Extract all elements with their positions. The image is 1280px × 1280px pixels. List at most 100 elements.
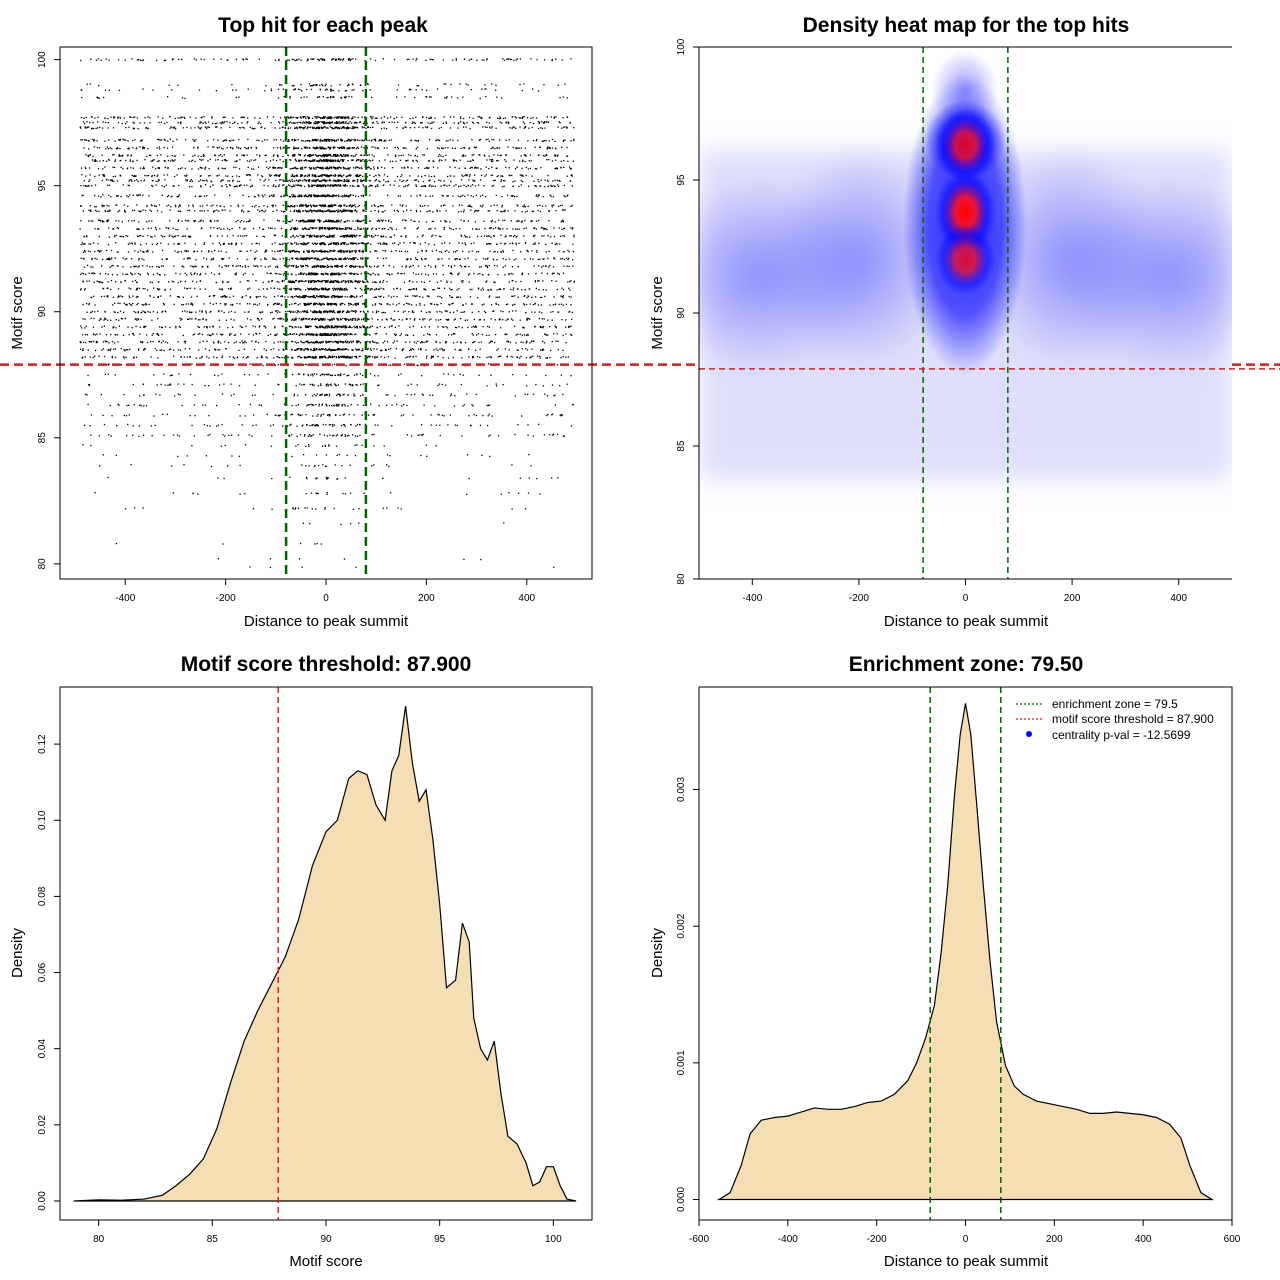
scatter-point [80, 205, 82, 208]
scatter-point [565, 257, 568, 259]
scatter-point [413, 220, 415, 223]
scatter-point [162, 117, 164, 119]
scatter-point [543, 227, 545, 230]
scatter-point [430, 127, 433, 130]
scatter-point [398, 185, 400, 187]
scatter-point [212, 184, 214, 186]
scatter-point [383, 174, 386, 176]
scatter-point [326, 220, 328, 223]
scatter-point [212, 210, 215, 212]
scatter-point [436, 209, 438, 211]
scatter-point [349, 204, 351, 207]
scatter-point [405, 209, 408, 211]
scatter-point [348, 58, 350, 60]
scatter-point [346, 180, 349, 183]
scatter-point [305, 122, 308, 124]
scatter-point [530, 58, 532, 60]
scatter-point [200, 159, 203, 161]
scatter-point [384, 139, 386, 142]
scatter-point [431, 250, 433, 252]
scatter-point [311, 184, 313, 186]
scatter-point [171, 159, 173, 161]
scatter-point [364, 116, 366, 118]
scatter-point [147, 234, 149, 237]
scatter-point [291, 243, 293, 245]
scatter-point [438, 235, 441, 237]
scatter-point [201, 167, 203, 169]
scatter-point [428, 96, 431, 98]
scatter-point [316, 195, 318, 197]
scatter-point [238, 175, 240, 178]
scatter-point [432, 234, 434, 236]
scatter-point [335, 266, 337, 268]
scatter-point [512, 243, 514, 245]
scatter-point [200, 155, 202, 158]
scatter-point [280, 227, 283, 230]
scatter-point [304, 209, 307, 212]
scatter-point [229, 180, 231, 182]
scatter-point [434, 265, 437, 267]
scatter-point [335, 59, 337, 61]
scatter-point [318, 228, 321, 230]
scatter-point [570, 205, 572, 208]
scatter-point [323, 221, 325, 223]
scatter-point [312, 159, 314, 161]
scatter-point [252, 128, 255, 130]
scatter-point [337, 242, 340, 244]
scatter-point [119, 117, 121, 119]
scatter-point [327, 96, 329, 99]
scatter-point [416, 228, 418, 230]
scatter-point [445, 220, 448, 223]
scatter-point [432, 195, 434, 197]
scatter-point [469, 236, 471, 238]
scatter-point [341, 235, 343, 237]
scatter-point [107, 122, 109, 124]
scatter-point [225, 184, 227, 186]
scatter-point [177, 220, 180, 222]
scatter-point [108, 159, 110, 161]
scatter-point [324, 243, 327, 246]
scatter-point [293, 194, 295, 196]
scatter-point [346, 220, 348, 222]
scatter-point [328, 154, 330, 156]
scatter-point [169, 127, 171, 129]
scatter-point [365, 127, 367, 130]
scatter-point [360, 194, 362, 197]
scatter-point [563, 166, 565, 169]
scatter-point [429, 195, 431, 197]
scatter-point [408, 184, 410, 186]
scatter-point [201, 210, 203, 212]
scatter-point [512, 185, 514, 188]
scatter-point [107, 258, 109, 261]
scatter-point [471, 184, 474, 186]
scatter-point [207, 175, 210, 177]
scatter-point [516, 58, 519, 60]
scatter-point [327, 139, 330, 142]
scatter-point [315, 195, 317, 197]
scatter-point [371, 122, 374, 124]
scatter-point [484, 258, 487, 260]
scatter-point [339, 258, 341, 260]
scatter-point [302, 210, 304, 212]
scatter-point [341, 116, 343, 118]
scatter-point [291, 84, 294, 87]
scatter-point [436, 210, 439, 212]
scatter-point [282, 126, 284, 128]
scatter-point [310, 185, 313, 187]
scatter-point [334, 210, 336, 213]
scatter-point [210, 227, 212, 229]
scatter-point [172, 227, 174, 230]
scatter-point [292, 235, 294, 237]
scatter-point [343, 127, 346, 129]
scatter-point [407, 159, 409, 161]
scatter-point [258, 139, 260, 142]
scatter-point [340, 122, 342, 124]
scatter-point [243, 127, 245, 129]
scatter-point [320, 160, 322, 162]
scatter-point [348, 235, 351, 237]
scatter-point [291, 205, 294, 208]
scatter-point [320, 204, 322, 207]
scatter-point [515, 258, 517, 260]
scatter-point [188, 235, 190, 238]
scatter-point [372, 159, 374, 161]
